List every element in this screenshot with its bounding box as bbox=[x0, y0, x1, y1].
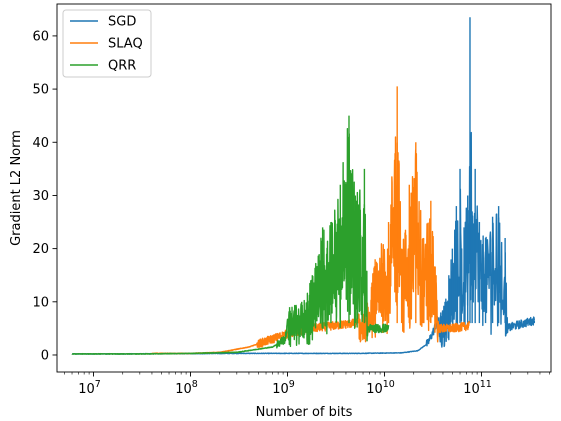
axes-border bbox=[56, 3, 552, 373]
y-tick-label: 40 bbox=[32, 136, 49, 151]
x-tick-label: 1011 bbox=[463, 379, 492, 397]
legend-label-qrr: QRR bbox=[108, 59, 136, 74]
legend-box bbox=[62, 9, 152, 78]
x-tick-label: 107 bbox=[78, 379, 101, 397]
y-tick-label: 20 bbox=[32, 242, 49, 257]
axes-frame bbox=[56, 3, 552, 373]
x-axis-label: Number of bits bbox=[256, 405, 353, 420]
legend-label-slaq: SLAQ bbox=[108, 37, 143, 52]
x-tick-label: 108 bbox=[175, 379, 198, 397]
y-axis-label: Gradient L2 Norm bbox=[9, 130, 24, 246]
legend-label-sgd: SGD bbox=[108, 15, 136, 30]
x-tick-label: 1010 bbox=[366, 379, 395, 397]
y-tick-label: 60 bbox=[32, 29, 49, 44]
x-tick-label: 109 bbox=[272, 379, 295, 397]
y-tick-label: 0 bbox=[41, 348, 49, 363]
y-tick-label: 30 bbox=[32, 189, 49, 204]
series-line-qrr bbox=[71, 127, 390, 355]
y-tick-label: 10 bbox=[32, 295, 49, 310]
plot-lines bbox=[71, 17, 536, 355]
y-axis-ticks: 0 10 20 30 40 50 60 bbox=[32, 29, 57, 363]
legend: SGD SLAQ QRR bbox=[62, 9, 152, 78]
y-tick-label: 50 bbox=[32, 83, 49, 98]
x-axis-ticks: 107 108 109 1010 1011 bbox=[64, 372, 550, 397]
